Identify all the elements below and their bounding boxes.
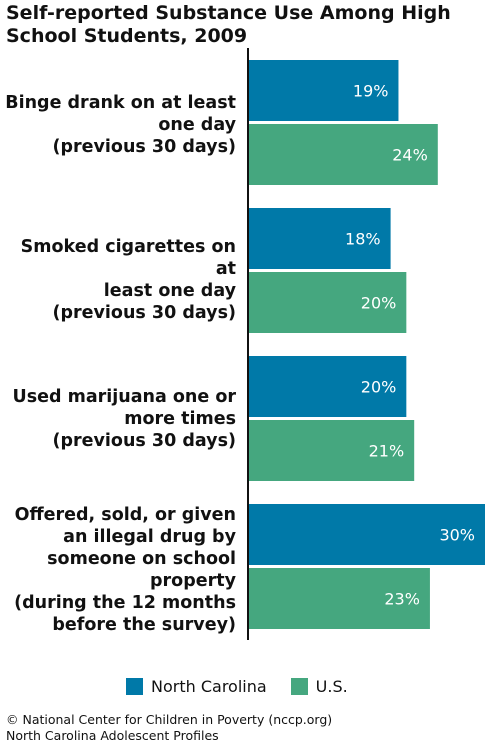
category-label-line: Used marijuana one or xyxy=(12,387,236,407)
bar-us-4 xyxy=(249,568,430,629)
copyright-text: © National Center for Children in Povert… xyxy=(6,712,333,727)
legend-label-us: U.S. xyxy=(315,677,348,696)
data-label-us-3: 21% xyxy=(369,442,405,461)
category-label-2: Smoked cigarettes on at least one day (pre… xyxy=(0,236,236,324)
legend-label-north-carolina: North Carolina xyxy=(151,677,267,696)
data-label-north-carolina-2: 18% xyxy=(345,230,381,249)
chart-title: Self-reported Substance Use Among High S… xyxy=(6,2,451,47)
category-label-line: more times xyxy=(124,409,236,429)
bar-us-3 xyxy=(249,420,415,481)
footer: © National Center for Children in Povert… xyxy=(6,712,332,744)
data-label-north-carolina-4: 30% xyxy=(439,526,475,545)
bar-us-1 xyxy=(249,124,438,185)
category-label-line: property xyxy=(150,571,236,591)
category-label-line: least one day xyxy=(103,281,236,301)
category-label-4: Offered, sold, or given an illegal drug b… xyxy=(0,504,236,636)
category-label-line: Offered, sold, or given xyxy=(14,505,236,525)
data-label-us-4: 23% xyxy=(384,590,420,609)
category-label-3: Used marijuana one or more times (previous… xyxy=(0,386,236,452)
legend: North Carolina U.S. xyxy=(126,677,372,696)
data-label-north-carolina-1: 19% xyxy=(353,82,389,101)
legend-item-north-carolina: North Carolina xyxy=(126,677,267,696)
category-label-line: (previous 30 days) xyxy=(52,137,237,157)
category-label-line: Smoked cigarettes on at xyxy=(20,237,236,279)
category-label-line: (previous 30 days) xyxy=(52,303,237,323)
bar-north-carolina-3 xyxy=(249,356,407,417)
legend-item-us: U.S. xyxy=(290,677,348,696)
data-label-us-2: 20% xyxy=(361,294,397,313)
source-text: North Carolina Adolescent Profiles xyxy=(6,728,219,743)
legend-swatch-north-carolina xyxy=(126,678,143,695)
category-label-line: (during the 12 months xyxy=(14,593,236,613)
category-label-line: (previous 30 days) xyxy=(52,431,237,451)
data-label-us-1: 24% xyxy=(392,146,428,165)
category-label-line: an illegal drug by xyxy=(63,527,236,547)
category-label-line: one day xyxy=(158,115,236,135)
bar-north-carolina-1 xyxy=(249,60,399,121)
bar-us-2 xyxy=(249,272,407,333)
bar-north-carolina-2 xyxy=(249,208,391,269)
category-label-line: someone on school xyxy=(47,549,236,569)
category-label-line: before the survey) xyxy=(52,615,236,635)
data-label-north-carolina-3: 20% xyxy=(361,378,397,397)
category-label-1: Binge drank on at least one day (previous … xyxy=(0,92,236,158)
bar-chart: 19% 24% 18% 20% 20% 21% 30% 23% xyxy=(247,48,485,640)
legend-swatch-us xyxy=(290,678,308,695)
category-label-line: Binge drank on at least xyxy=(5,93,236,113)
bar-north-carolina-4 xyxy=(249,504,485,565)
